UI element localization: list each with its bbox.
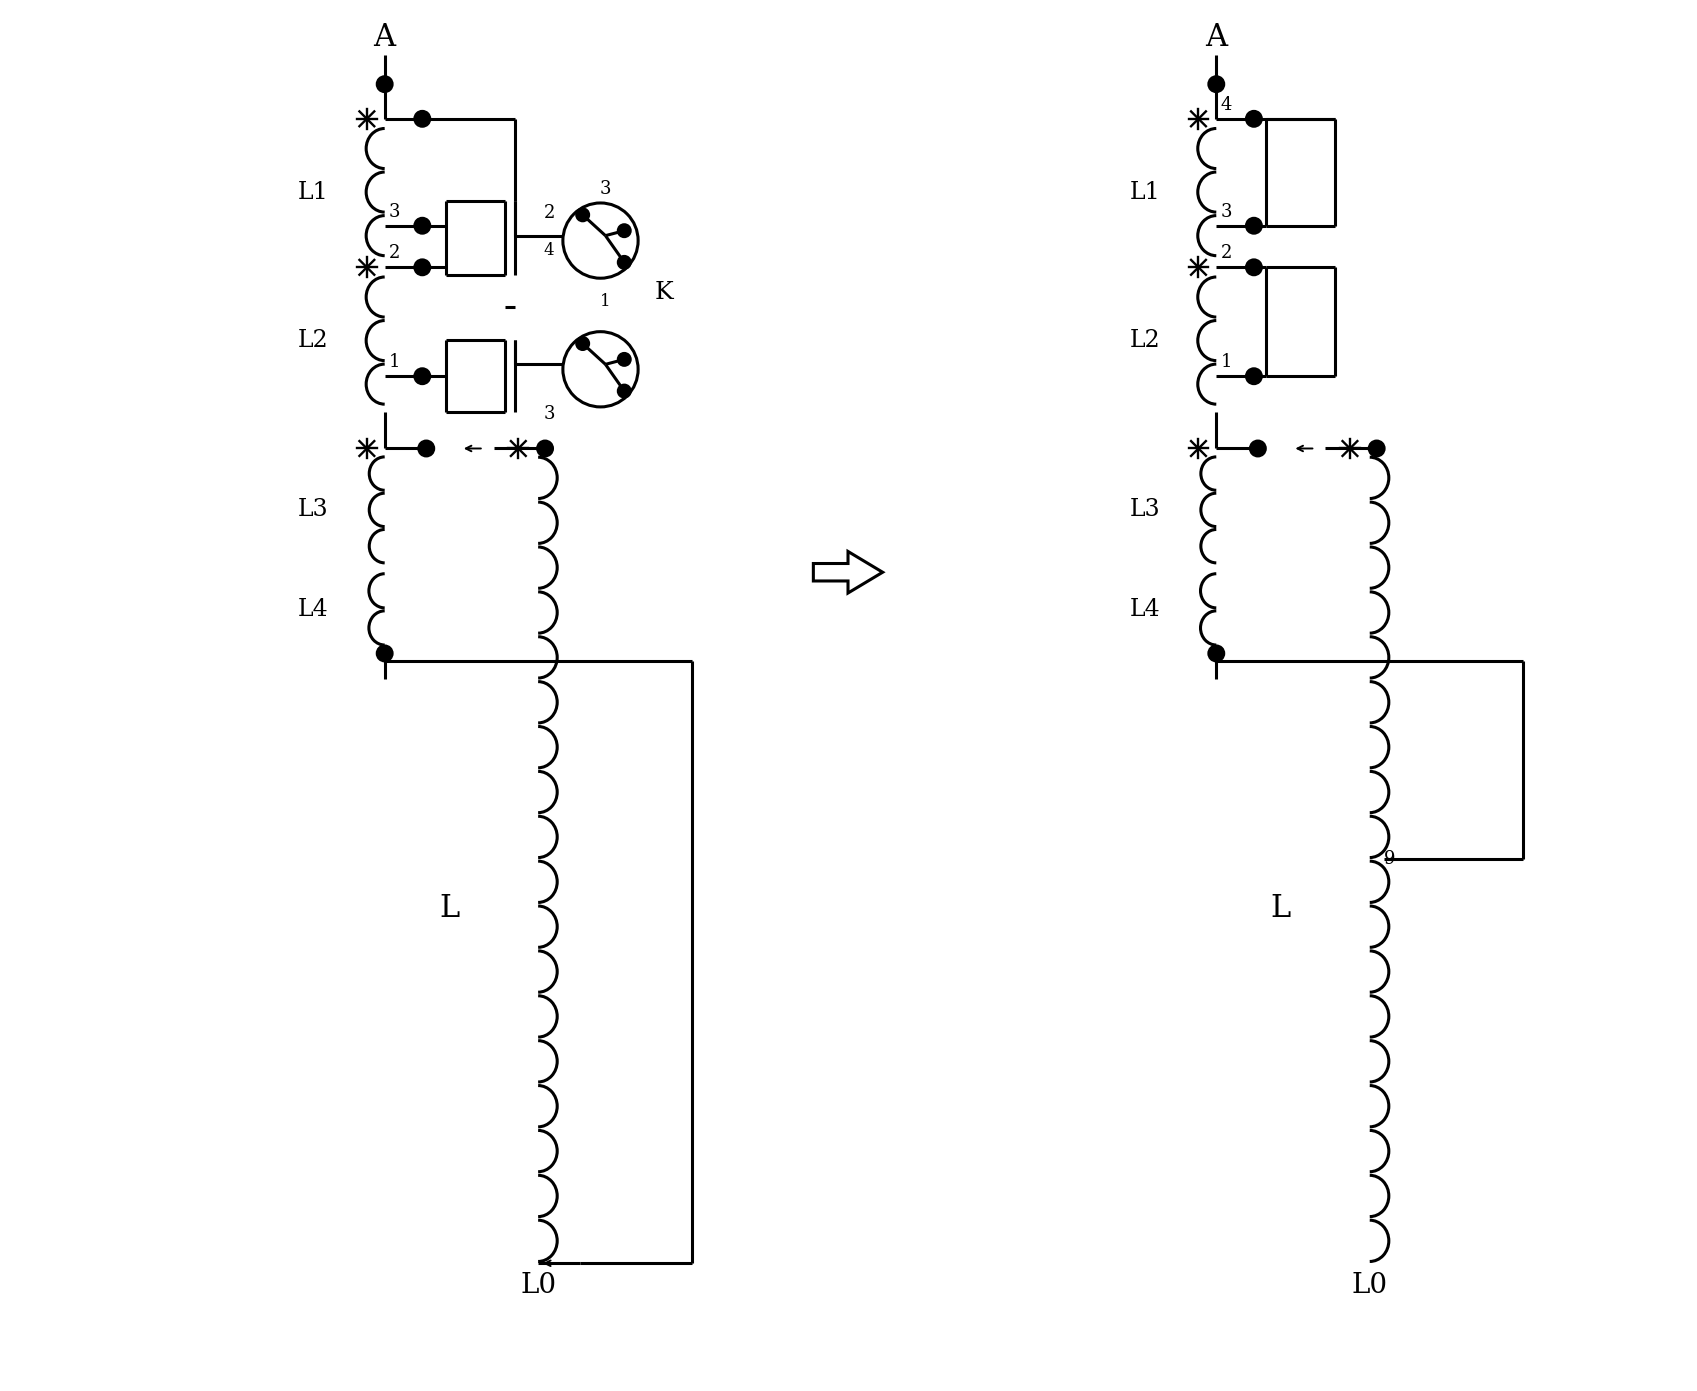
Text: K: K — [655, 281, 674, 303]
Circle shape — [618, 385, 630, 396]
Text: 3: 3 — [389, 203, 400, 221]
Text: L1: L1 — [299, 181, 329, 203]
Circle shape — [618, 353, 630, 366]
Text: L0: L0 — [1353, 1271, 1388, 1299]
Circle shape — [377, 77, 392, 92]
Circle shape — [1247, 218, 1261, 234]
Text: 1: 1 — [601, 294, 611, 310]
Text: 3: 3 — [1220, 203, 1232, 221]
Circle shape — [419, 441, 434, 456]
Text: 2: 2 — [389, 245, 400, 263]
Circle shape — [1369, 441, 1385, 456]
Text: L3: L3 — [299, 498, 329, 522]
Circle shape — [414, 218, 429, 234]
Text: 4: 4 — [1220, 96, 1232, 114]
Text: 1: 1 — [1220, 353, 1232, 371]
Circle shape — [414, 111, 429, 127]
Text: 9: 9 — [1383, 850, 1395, 868]
Text: L2: L2 — [299, 330, 329, 352]
Circle shape — [377, 645, 392, 661]
Circle shape — [577, 209, 589, 221]
Text: L4: L4 — [299, 598, 329, 620]
Text: L: L — [440, 893, 460, 925]
Text: 3: 3 — [599, 179, 611, 198]
Text: 3: 3 — [543, 405, 555, 423]
Text: 2: 2 — [543, 204, 555, 223]
Circle shape — [618, 256, 630, 268]
Text: L0: L0 — [519, 1271, 557, 1299]
Text: A: A — [373, 22, 395, 53]
Text: 4: 4 — [543, 242, 555, 259]
Circle shape — [1251, 441, 1266, 456]
Text: L4: L4 — [1130, 598, 1161, 620]
Circle shape — [1247, 260, 1261, 275]
Text: L: L — [1271, 893, 1291, 925]
Polygon shape — [813, 551, 882, 593]
Text: 2: 2 — [1220, 245, 1232, 263]
Circle shape — [414, 369, 429, 384]
Text: A: A — [1205, 22, 1227, 53]
Circle shape — [577, 338, 589, 349]
Circle shape — [538, 441, 553, 456]
Circle shape — [1208, 645, 1224, 661]
Text: 1: 1 — [389, 353, 400, 371]
Text: L3: L3 — [1130, 498, 1161, 522]
Circle shape — [414, 260, 429, 275]
Circle shape — [1247, 369, 1261, 384]
Circle shape — [1208, 77, 1224, 92]
Text: L1: L1 — [1130, 181, 1161, 203]
Text: L2: L2 — [1130, 330, 1161, 352]
Circle shape — [618, 225, 630, 236]
Circle shape — [1247, 111, 1261, 127]
